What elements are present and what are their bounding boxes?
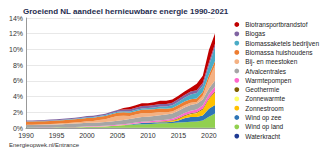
svg-text:2%: 2% — [13, 109, 23, 116]
svg-text:Energieopwek.nl/Entrance: Energieopwek.nl/Entrance — [9, 142, 80, 148]
svg-text:2000: 2000 — [79, 132, 95, 139]
svg-text:10%: 10% — [9, 46, 23, 53]
svg-text:4%: 4% — [13, 93, 23, 100]
svg-text:2010: 2010 — [140, 132, 156, 139]
svg-text:Warmtepompen: Warmtepompen — [245, 77, 291, 85]
svg-text:1990: 1990 — [18, 132, 34, 139]
svg-text:Biomassa huishoudens: Biomassa huishoudens — [245, 49, 313, 56]
svg-text:14%: 14% — [9, 15, 23, 22]
svg-text:Wind op land: Wind op land — [245, 123, 283, 131]
svg-text:Afvalcentrales: Afvalcentrales — [245, 68, 287, 75]
svg-text:2015: 2015 — [171, 132, 187, 139]
svg-text:Zonnewarmte: Zonnewarmte — [245, 95, 285, 102]
svg-text:Groeiend NL aandeel hernieuwba: Groeiend NL aandeel hernieuwbare energie… — [23, 7, 229, 16]
svg-text:Geothermie: Geothermie — [245, 86, 279, 93]
svg-text:Bij- en meestoken: Bij- en meestoken — [245, 58, 297, 66]
svg-text:Biomassaketels bedrijven: Biomassaketels bedrijven — [245, 40, 319, 48]
svg-text:0%: 0% — [13, 125, 23, 132]
svg-text:Biogas: Biogas — [245, 30, 266, 38]
svg-text:Zonnestroom: Zonnestroom — [245, 105, 283, 112]
svg-text:Biotransportbrandstof: Biotransportbrandstof — [245, 21, 307, 29]
svg-text:12%: 12% — [9, 30, 23, 37]
svg-text:Waterkracht: Waterkracht — [245, 133, 280, 140]
svg-text:8%: 8% — [13, 62, 23, 69]
svg-text:1995: 1995 — [49, 132, 65, 139]
svg-text:2005: 2005 — [110, 132, 126, 139]
svg-text:6%: 6% — [13, 77, 23, 84]
svg-text:2020: 2020 — [201, 132, 217, 139]
svg-text:Wind op zee: Wind op zee — [245, 114, 282, 122]
